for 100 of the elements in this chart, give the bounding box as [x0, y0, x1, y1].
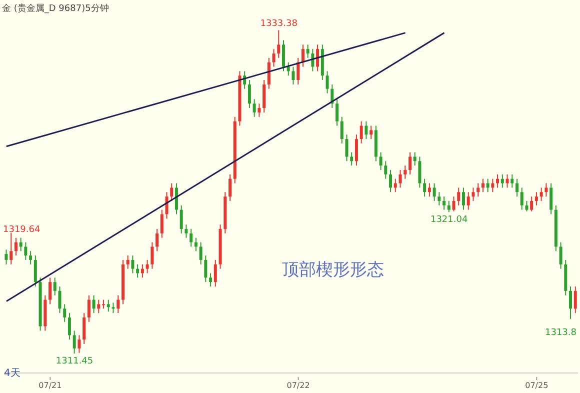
annotation: 1319.64: [3, 225, 40, 235]
x-tick-label: 07/22: [286, 381, 310, 390]
candlestick: [78, 334, 81, 354]
candlestick: [452, 196, 456, 212]
candlestick: [326, 70, 329, 94]
candlestick: [34, 255, 37, 287]
candlestick: [277, 30, 280, 58]
candlestick: [472, 187, 475, 202]
candlestick: [116, 294, 120, 314]
candlestick: [296, 57, 300, 85]
candlestick: [267, 57, 270, 90]
candlestick: [506, 174, 509, 188]
candlestick: [534, 192, 538, 206]
candlestick: [48, 277, 52, 305]
candlestick: [282, 40, 285, 72]
candlestick: [58, 286, 62, 314]
candlestick: [204, 255, 208, 283]
candlestick: [194, 237, 198, 252]
candlestick: [301, 44, 304, 68]
candlestick: [199, 242, 202, 265]
candlestick: [10, 232, 13, 265]
candlestick: [398, 169, 402, 188]
candlestick: [500, 174, 504, 188]
x-tick-label: 07/25: [525, 381, 548, 390]
candlestick: [112, 302, 115, 314]
candlestick: [540, 187, 543, 202]
candlestick: [442, 196, 446, 210]
candlestick: [126, 255, 130, 270]
candlestick: [228, 174, 232, 202]
candlestick: [131, 255, 134, 274]
candlestick: [258, 103, 261, 118]
candlestick: [432, 182, 436, 202]
candlestick: [418, 156, 422, 188]
candlestick: [156, 228, 159, 252]
candlestick: [510, 174, 514, 188]
candlestick: [97, 299, 100, 314]
text: 4天: [4, 367, 20, 380]
candlestick: [316, 44, 320, 72]
candlestick: [360, 120, 363, 144]
chart-title: 金 (贵金属_D 9687)5分钟: [2, 2, 109, 15]
candlestick: [106, 299, 110, 312]
candlestick: [72, 330, 76, 354]
candlestick: [364, 120, 368, 140]
candlestick: [408, 152, 412, 175]
candlestick: [248, 80, 251, 109]
candlestick: [4, 249, 8, 265]
candlestick: [150, 242, 154, 270]
candlestick: [29, 250, 32, 265]
candlestick: [447, 200, 450, 213]
candlestick: [140, 264, 144, 278]
candlestick: [569, 286, 572, 320]
candlestick: [184, 224, 188, 238]
candlestick: [336, 98, 339, 126]
candlestick: [370, 125, 373, 140]
candlestick: [404, 165, 407, 180]
annotation: 1333.38: [260, 19, 298, 30]
candlestick: [413, 152, 416, 166]
candlestick: [82, 312, 86, 345]
candlestick: [136, 264, 140, 278]
annotation: 1311.45: [56, 356, 94, 367]
candlestick: [486, 178, 490, 193]
candlestick: [525, 200, 528, 212]
annotation: 顶部楔形形态: [282, 259, 384, 281]
annotation: 1321.04: [430, 215, 468, 226]
candlestick: [180, 204, 183, 234]
candlestick: [292, 66, 295, 85]
candlestick: [428, 182, 431, 198]
candlestick: [170, 182, 174, 202]
candlestick: [262, 80, 266, 113]
candlestick: [457, 187, 460, 206]
candlestick: [53, 277, 56, 296]
candlestick: [384, 160, 388, 180]
candlestick: [209, 272, 212, 287]
candlestick: [146, 259, 149, 274]
candlestick: [496, 174, 500, 188]
candlestick: [559, 242, 562, 270]
candlestick: [87, 294, 90, 322]
candlestick: [530, 196, 534, 212]
candlestick: [491, 178, 494, 193]
candlestick: [394, 178, 397, 193]
candlestick: [174, 182, 178, 215]
x-tick-label: 07/21: [38, 381, 62, 390]
candlestick: [423, 178, 426, 198]
candlestick: [63, 304, 66, 322]
candlestick: [306, 44, 310, 58]
candlestick: [19, 237, 22, 252]
candlestick: [354, 134, 358, 166]
candlestick: [92, 294, 96, 314]
candlestick: [520, 187, 524, 210]
candlestick: [515, 178, 518, 198]
candlestick: [24, 242, 28, 260]
candlestick: [340, 116, 344, 144]
candlestick: [14, 237, 18, 256]
candlestick: [438, 192, 441, 206]
candlestick: [379, 152, 382, 170]
candlestick: [550, 182, 553, 215]
candlestick: [544, 182, 548, 198]
candlestick: [272, 48, 276, 68]
annotation: 1313.8: [545, 328, 576, 338]
candlestick: [466, 192, 470, 210]
